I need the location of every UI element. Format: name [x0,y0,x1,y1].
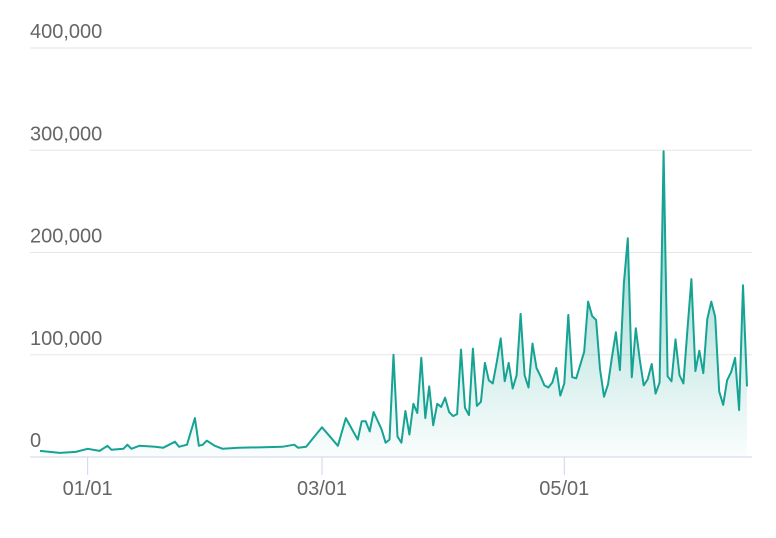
y-tick-label: 0 [30,430,41,452]
x-tick-label: 05/01 [539,478,589,500]
line [39,150,748,454]
x-tick-label: 01/01 [63,478,113,500]
y-tick-label: 200,000 [30,226,102,248]
area [40,151,747,458]
y-tick-label: 400,000 [30,21,102,43]
x-tick-label: 03/01 [297,478,347,500]
y-tick-label: 100,000 [30,328,102,350]
y-tick-label: 300,000 [30,123,102,145]
